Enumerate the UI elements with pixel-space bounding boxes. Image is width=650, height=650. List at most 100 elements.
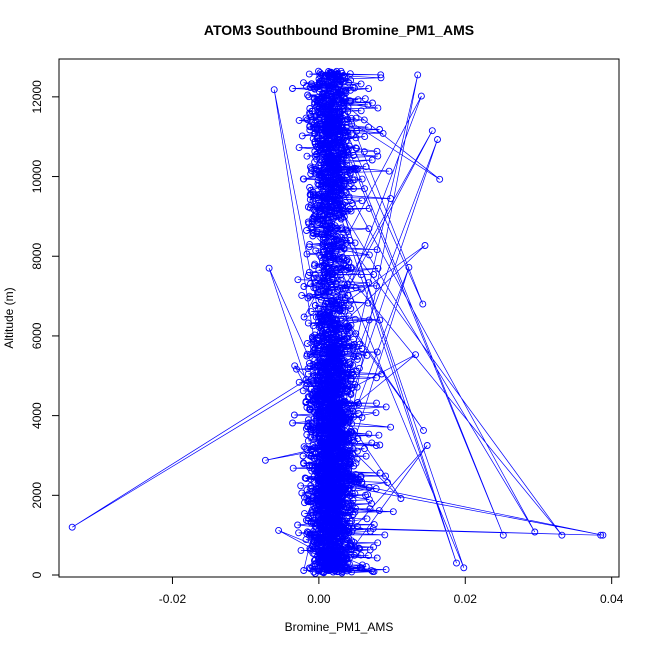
- data-point: [325, 556, 333, 564]
- data-point: [382, 472, 390, 480]
- data-point: [316, 351, 324, 359]
- data-point: [344, 108, 352, 116]
- data-point: [315, 475, 323, 483]
- data-point: [331, 567, 338, 575]
- data-point: [321, 211, 329, 219]
- data-point: [305, 70, 313, 78]
- data-point: [311, 331, 319, 339]
- data-point: [453, 559, 460, 567]
- data-point: [345, 301, 353, 309]
- data-point: [338, 264, 346, 272]
- data-point: [300, 567, 308, 574]
- data-point: [315, 167, 323, 175]
- data-point: [316, 293, 324, 301]
- data-point: [341, 427, 349, 435]
- data-point: [328, 167, 336, 175]
- data-point: [346, 329, 353, 337]
- data-point: [350, 340, 358, 348]
- data-point: [327, 402, 335, 410]
- data-point: [351, 315, 359, 323]
- data-point: [305, 268, 313, 276]
- data-point: [341, 293, 349, 301]
- data-point: [353, 145, 360, 152]
- data-point: [316, 409, 324, 417]
- data-point: [334, 75, 342, 83]
- data-point: [342, 369, 350, 377]
- y-tick-label: 10000: [30, 160, 44, 194]
- y-axis: 0 2000 4000 6000 8000 10000 12000: [30, 80, 60, 578]
- data-point: [306, 292, 313, 300]
- data-point: [361, 133, 369, 141]
- data-point: [332, 316, 340, 324]
- data-point: [321, 164, 329, 172]
- data-point: [346, 457, 354, 465]
- data-point: [334, 117, 342, 125]
- data-point: [313, 384, 321, 392]
- data-point: [307, 164, 315, 172]
- data-point: [333, 108, 341, 116]
- data-point: [316, 517, 323, 525]
- data-point: [320, 261, 328, 269]
- data-point: [344, 324, 352, 332]
- data-point: [338, 115, 346, 123]
- data-point: [332, 280, 340, 288]
- data-point: [423, 442, 431, 449]
- data-point: [405, 263, 413, 271]
- data-point: [365, 225, 373, 233]
- data-point: [342, 226, 350, 234]
- data-point: [316, 474, 324, 482]
- data-point: [397, 495, 405, 502]
- data-point: [306, 163, 314, 171]
- data-point: [310, 537, 318, 545]
- data-point: [342, 432, 350, 440]
- data-point: [328, 244, 336, 252]
- data-point: [331, 443, 339, 451]
- data-point: [334, 470, 342, 478]
- data-point: [319, 130, 327, 138]
- data-point: [310, 478, 318, 486]
- data-point: [366, 505, 374, 513]
- data-layer: [68, 67, 607, 577]
- data-point: [340, 517, 348, 525]
- data-point: [353, 455, 361, 463]
- data-point: [289, 464, 297, 472]
- data-point: [326, 153, 334, 161]
- data-point: [352, 144, 360, 152]
- data-point: [372, 442, 380, 450]
- data-point: [306, 362, 314, 370]
- data-point: [337, 344, 345, 351]
- data-point: [373, 374, 380, 382]
- data-point: [322, 359, 330, 367]
- data-point: [313, 135, 321, 143]
- y-tick-label: 4000: [30, 402, 44, 429]
- data-point: [337, 437, 345, 445]
- data-point: [356, 545, 364, 553]
- data-point: [302, 382, 310, 390]
- data-point: [328, 457, 336, 465]
- data-point: [350, 539, 358, 546]
- data-point: [341, 307, 349, 315]
- data-point: [304, 294, 312, 302]
- data-point: [389, 508, 397, 516]
- data-point: [332, 163, 340, 171]
- data-point: [322, 326, 330, 334]
- data-point: [428, 127, 436, 135]
- data-point: [295, 378, 303, 386]
- data-point: [349, 432, 357, 440]
- data-point: [323, 446, 331, 454]
- data-point: [419, 300, 427, 308]
- data-point: [304, 365, 312, 373]
- data-point: [305, 243, 313, 251]
- data-point: [323, 378, 331, 386]
- data-point: [349, 472, 357, 480]
- data-point: [331, 327, 339, 335]
- data-point: [302, 376, 310, 384]
- data-point: [307, 308, 315, 316]
- data-point: [377, 74, 385, 82]
- data-point: [318, 386, 326, 394]
- data-point: [330, 275, 338, 283]
- data-point: [295, 529, 303, 537]
- data-point: [341, 400, 349, 408]
- data-point: [321, 486, 329, 494]
- data-point: [341, 418, 349, 426]
